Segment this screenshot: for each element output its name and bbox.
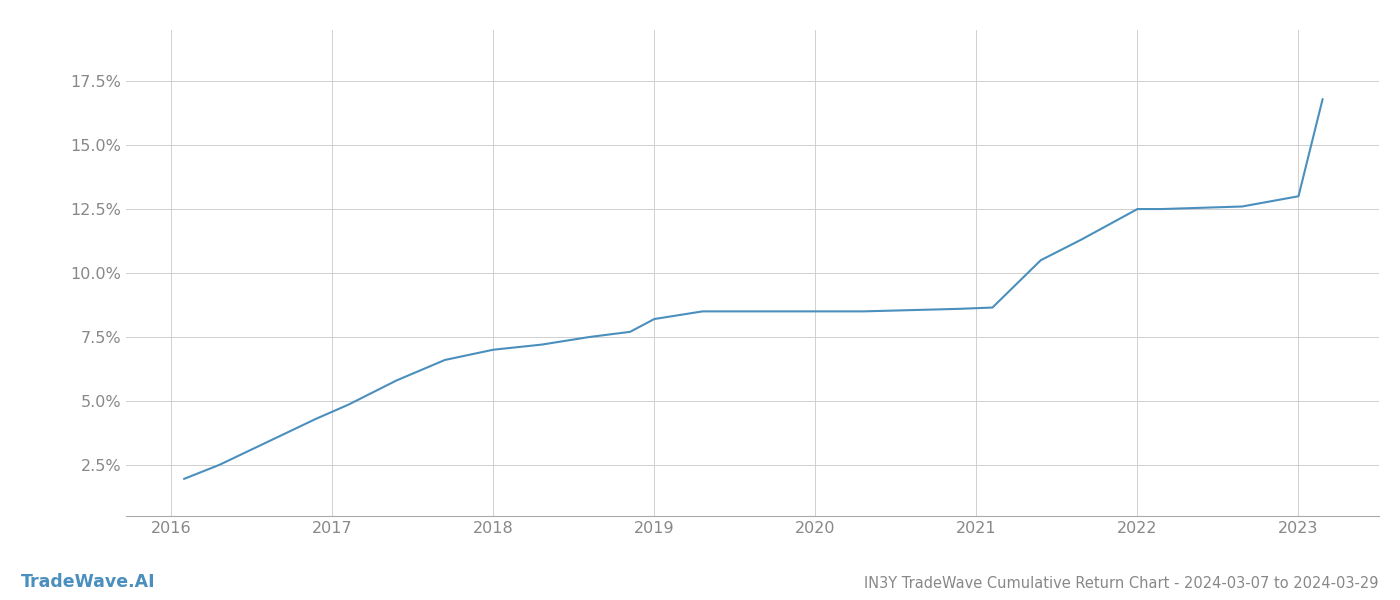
Text: IN3Y TradeWave Cumulative Return Chart - 2024-03-07 to 2024-03-29: IN3Y TradeWave Cumulative Return Chart -…: [865, 576, 1379, 591]
Text: TradeWave.AI: TradeWave.AI: [21, 573, 155, 591]
